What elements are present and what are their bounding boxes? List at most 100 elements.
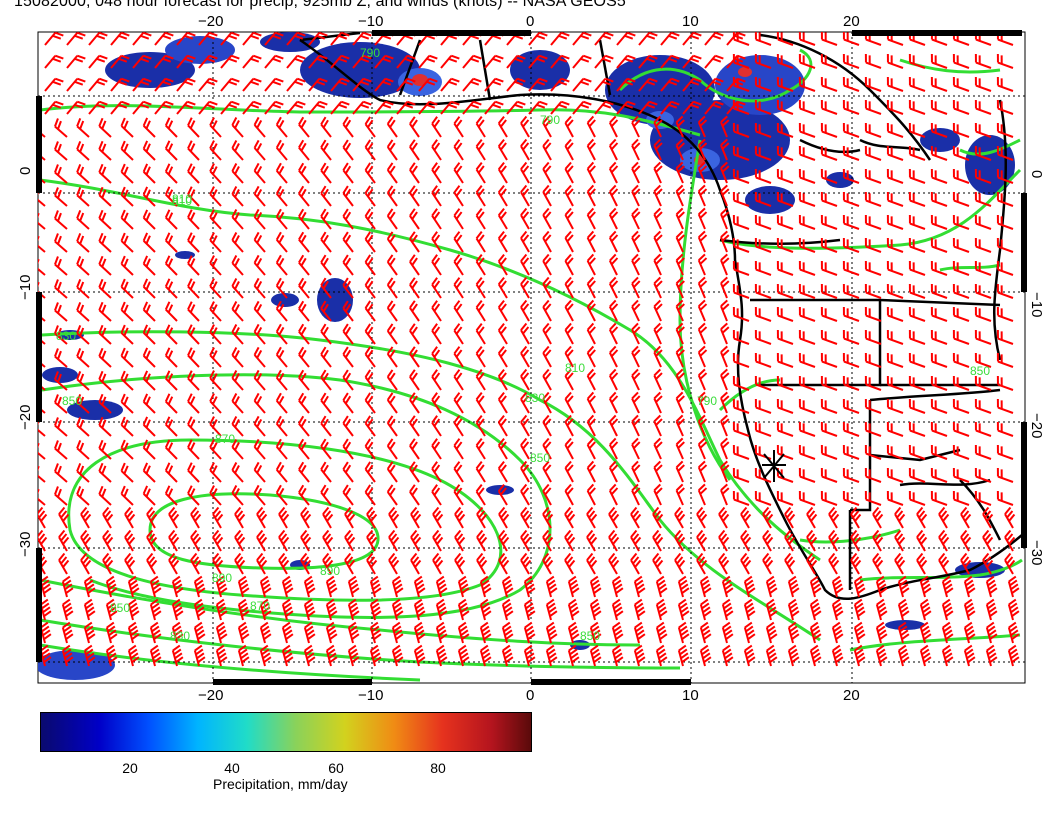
wind-barb-icon — [264, 77, 284, 92]
wind-barb-icon — [303, 598, 316, 621]
wind-barb-icon — [677, 621, 690, 644]
x-tick-label: 10 — [682, 687, 699, 704]
wind-barb-icon — [98, 393, 112, 414]
wind-barb-icon — [697, 391, 708, 414]
wind-barb-icon — [776, 306, 794, 322]
wind-barb-icon — [209, 324, 222, 345]
wind-barb-icon — [303, 575, 316, 598]
wind-barb-icon — [409, 116, 420, 138]
wind-barb-icon — [985, 598, 998, 621]
wind-barb-icon — [366, 552, 378, 575]
wind-barb-icon — [611, 598, 624, 621]
wind-barb-icon — [520, 391, 530, 414]
wind-barb-icon — [660, 54, 680, 69]
wind-barb-icon — [320, 139, 332, 161]
wind-barb-icon — [608, 184, 619, 207]
y-tick-label: −20 — [17, 405, 34, 430]
wind-barb-icon — [475, 185, 486, 207]
wind-barb-icon — [631, 253, 641, 276]
colorbar-tick-label: 80 — [430, 760, 446, 776]
wind-barb-icon — [542, 230, 552, 253]
wind-barb-icon — [325, 644, 338, 667]
contour-label: 790 — [360, 46, 380, 60]
wind-barb-icon — [76, 117, 90, 138]
y-tick-label: 0 — [1028, 170, 1045, 178]
wind-barb-icon — [952, 145, 970, 161]
wind-barb-icon — [864, 122, 882, 138]
wind-barb-icon — [776, 53, 794, 69]
wind-barb-icon — [520, 506, 532, 529]
wind-barb-icon — [520, 230, 530, 253]
wind-barb-icon — [154, 54, 174, 69]
wind-barb-icon — [974, 99, 992, 115]
wind-barb-icon — [396, 100, 416, 115]
wind-barb-icon — [697, 368, 708, 391]
wind-barb-icon — [164, 255, 178, 276]
wind-barb-icon — [776, 421, 794, 437]
wind-barb-icon — [697, 322, 708, 345]
wind-barb-icon — [611, 621, 624, 644]
wind-barb-icon — [720, 299, 730, 322]
wind-barb-icon — [386, 323, 398, 345]
wind-barb-icon — [431, 231, 442, 253]
wind-barb-icon — [820, 306, 838, 322]
wind-barb-icon — [996, 191, 1014, 207]
wind-barb-icon — [616, 100, 636, 115]
wind-barb-icon — [853, 644, 866, 667]
wind-barb-icon — [275, 323, 288, 345]
wind-barb-icon — [453, 116, 464, 138]
wind-barb-icon — [674, 506, 686, 529]
wind-barb-icon — [364, 208, 376, 230]
wind-barb-icon — [564, 276, 574, 299]
wind-barb-icon — [253, 346, 266, 368]
wind-barb-icon — [520, 529, 532, 552]
wind-barb-icon — [631, 483, 641, 506]
wind-barb-icon — [431, 139, 442, 161]
wind-barb-icon — [431, 438, 442, 460]
wind-barb-icon — [886, 76, 904, 92]
wind-barb-icon — [520, 460, 530, 483]
wind-barb-icon — [364, 461, 376, 483]
wind-barb-icon — [1004, 529, 1016, 552]
wind-barb-icon — [528, 100, 548, 115]
wind-barb-icon — [820, 76, 838, 92]
wind-barb-icon — [908, 260, 926, 276]
wind-barb-icon — [520, 115, 530, 138]
wind-barb-icon — [564, 138, 574, 161]
wind-barb-icon — [864, 329, 882, 345]
map-title: 15082000, 048 hour forecast for precip, … — [14, 0, 626, 10]
wind-barb-icon — [886, 145, 904, 161]
wind-barb-icon — [453, 231, 464, 253]
wind-barb-icon — [142, 393, 156, 414]
wind-barb-icon — [366, 529, 378, 552]
wind-barb-icon — [396, 54, 416, 69]
wind-barb-icon — [520, 138, 530, 161]
wind-barb-icon — [80, 552, 92, 575]
wind-barb-icon — [54, 279, 68, 299]
wind-barb-icon — [418, 77, 438, 92]
wind-barb-icon — [740, 552, 752, 575]
wind-barb-icon — [897, 644, 910, 667]
wind-barb-icon — [453, 323, 464, 345]
wind-barb-icon — [542, 299, 552, 322]
wind-barb-icon — [231, 209, 244, 230]
wind-barb-icon — [550, 54, 570, 69]
wind-barb-icon — [740, 506, 752, 529]
wind-barb-icon — [653, 437, 663, 460]
wind-barb-icon — [820, 421, 838, 437]
contour-label: 890 — [320, 564, 340, 578]
wind-barb-icon — [501, 598, 514, 621]
wind-barb-icon — [653, 483, 663, 506]
x-tick-label: 10 — [682, 13, 699, 30]
wind-barb-icon — [364, 277, 376, 299]
wind-barb-icon — [974, 168, 992, 184]
wind-barb-icon — [908, 306, 926, 322]
wind-barb-icon — [820, 490, 838, 506]
wind-barb-icon — [608, 253, 619, 276]
wind-barb-icon — [720, 276, 730, 299]
wind-barb-icon — [572, 54, 592, 69]
wind-barb-icon — [209, 117, 222, 138]
wind-barb-icon — [732, 444, 750, 460]
wind-barb-icon — [76, 186, 90, 207]
wind-barb-icon — [209, 370, 222, 391]
